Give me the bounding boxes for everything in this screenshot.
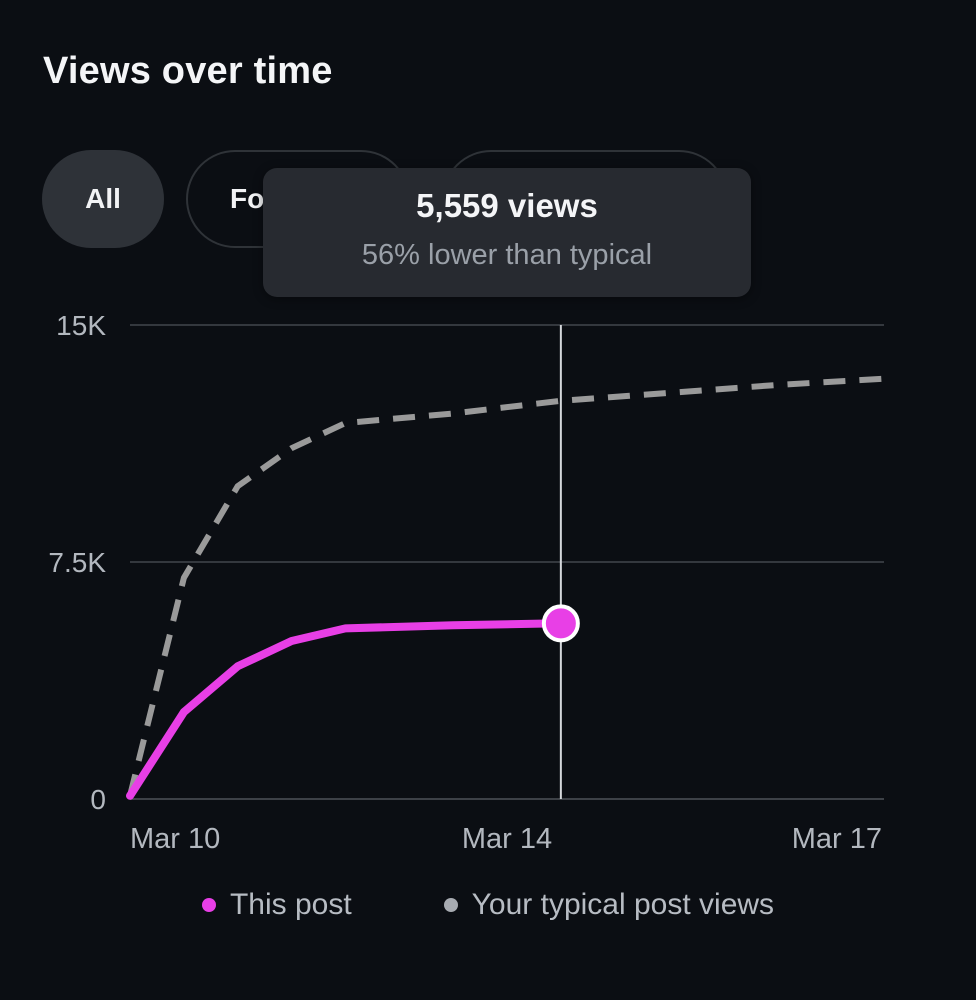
y-tick-label: 15K	[56, 310, 106, 341]
x-tick-label: Mar 17	[792, 823, 882, 855]
series-line-this-post	[126, 619, 565, 800]
legend-item-typical: Your typical post views	[443, 888, 775, 922]
legend-dot-typical	[443, 898, 458, 912]
legend-label-this-post: This post	[229, 888, 352, 921]
tooltip-comparison: 56% lower than typical	[361, 239, 653, 271]
highlight-point[interactable]	[541, 604, 580, 643]
legend-dot-this-post	[201, 898, 216, 912]
series-line-typical	[127, 375, 885, 797]
tooltip-views-value: 5,559 views	[416, 187, 598, 224]
chart-tooltip: 5,559 views 56% lower than typical	[263, 168, 751, 297]
y-tick-label: 7.5K	[48, 547, 106, 578]
filter-chip-all[interactable]: All	[42, 150, 164, 248]
page-title: Views over time	[43, 50, 333, 92]
x-tick-label: Mar 14	[462, 823, 552, 855]
chart-legend: This post Your typical post views	[0, 888, 976, 922]
legend-label-typical: Your typical post views	[471, 888, 775, 921]
y-tick-label: 0	[90, 784, 106, 815]
legend-item-this-post: This post	[201, 888, 352, 922]
x-tick-label: Mar 10	[130, 823, 220, 855]
